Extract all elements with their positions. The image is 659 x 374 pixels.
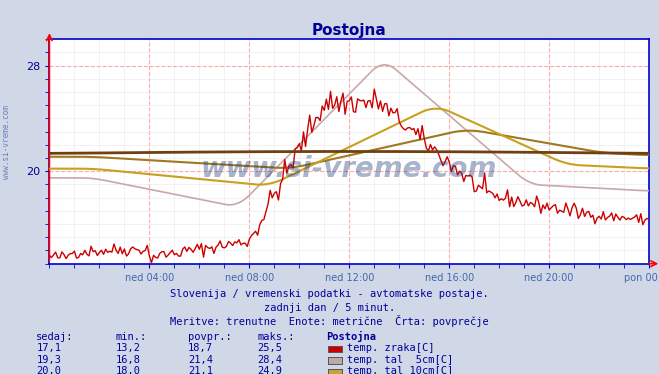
Text: Slovenija / vremenski podatki - avtomatske postaje.: Slovenija / vremenski podatki - avtomats…: [170, 289, 489, 299]
Text: 25,5: 25,5: [257, 343, 282, 353]
Text: zadnji dan / 5 minut.: zadnji dan / 5 minut.: [264, 303, 395, 313]
Text: 19,3: 19,3: [36, 355, 61, 365]
Text: sedaj:: sedaj:: [36, 332, 74, 341]
Text: maks.:: maks.:: [257, 332, 295, 341]
Text: 16,8: 16,8: [115, 355, 140, 365]
Text: Postojna: Postojna: [326, 331, 376, 341]
Text: min.:: min.:: [115, 332, 146, 341]
Text: 24,9: 24,9: [257, 367, 282, 374]
Text: 13,2: 13,2: [115, 343, 140, 353]
Text: 17,1: 17,1: [36, 343, 61, 353]
Text: temp. zraka[C]: temp. zraka[C]: [347, 343, 435, 353]
Title: Postojna: Postojna: [312, 23, 387, 38]
Text: 28,4: 28,4: [257, 355, 282, 365]
Text: 21,1: 21,1: [188, 367, 213, 374]
Text: temp. tal 10cm[C]: temp. tal 10cm[C]: [347, 367, 453, 374]
Text: www.si-vreme.com: www.si-vreme.com: [2, 105, 11, 179]
Text: www.si-vreme.com: www.si-vreme.com: [201, 156, 498, 183]
Text: 18,0: 18,0: [115, 367, 140, 374]
Text: 21,4: 21,4: [188, 355, 213, 365]
Text: Meritve: trenutne  Enote: metrične  Črta: povprečje: Meritve: trenutne Enote: metrične Črta: …: [170, 315, 489, 327]
Text: 18,7: 18,7: [188, 343, 213, 353]
Text: povpr.:: povpr.:: [188, 332, 231, 341]
Text: 20,0: 20,0: [36, 367, 61, 374]
Text: temp. tal  5cm[C]: temp. tal 5cm[C]: [347, 355, 453, 365]
